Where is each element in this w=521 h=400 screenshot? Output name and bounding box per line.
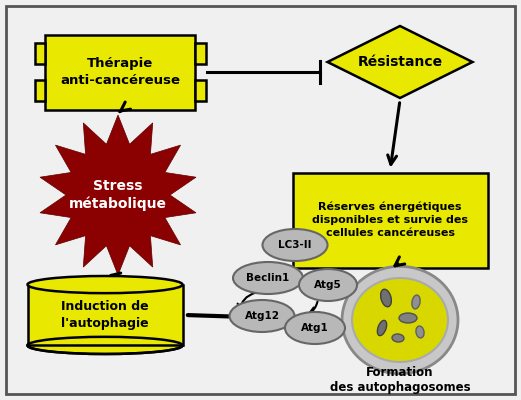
- Ellipse shape: [392, 334, 404, 342]
- Text: Thérapie
anti-cancéreuse: Thérapie anti-cancéreuse: [60, 58, 180, 86]
- Polygon shape: [40, 115, 196, 275]
- Ellipse shape: [263, 229, 328, 261]
- Text: Atg12: Atg12: [244, 311, 279, 321]
- Polygon shape: [195, 43, 205, 64]
- Text: Atg5: Atg5: [314, 280, 342, 290]
- Text: Formation
des autophagosomes: Formation des autophagosomes: [330, 366, 470, 394]
- Text: Induction de
l'autophagie: Induction de l'autophagie: [61, 300, 149, 330]
- Text: LC3-II: LC3-II: [278, 240, 312, 250]
- Polygon shape: [28, 284, 182, 346]
- Text: Atg1: Atg1: [301, 323, 329, 333]
- Ellipse shape: [28, 337, 182, 354]
- Ellipse shape: [233, 262, 303, 294]
- Ellipse shape: [416, 326, 424, 338]
- Ellipse shape: [412, 295, 420, 309]
- Ellipse shape: [229, 300, 294, 332]
- Text: Résistance: Résistance: [357, 55, 442, 69]
- Ellipse shape: [299, 269, 357, 301]
- Ellipse shape: [381, 289, 391, 307]
- Polygon shape: [195, 80, 205, 101]
- Text: Stress
métabolique: Stress métabolique: [69, 179, 167, 211]
- Polygon shape: [45, 34, 195, 110]
- Ellipse shape: [399, 313, 417, 323]
- Polygon shape: [34, 80, 45, 101]
- Ellipse shape: [342, 266, 458, 374]
- Polygon shape: [328, 26, 473, 98]
- Polygon shape: [34, 43, 45, 64]
- Polygon shape: [292, 172, 488, 268]
- Ellipse shape: [377, 320, 387, 336]
- Ellipse shape: [352, 278, 448, 362]
- Ellipse shape: [285, 312, 345, 344]
- Text: Réserves énergétiques
disponibles et survie des
cellules cancéreuses: Réserves énergétiques disponibles et sur…: [312, 202, 468, 238]
- Text: Beclin1: Beclin1: [246, 273, 290, 283]
- Ellipse shape: [28, 276, 182, 293]
